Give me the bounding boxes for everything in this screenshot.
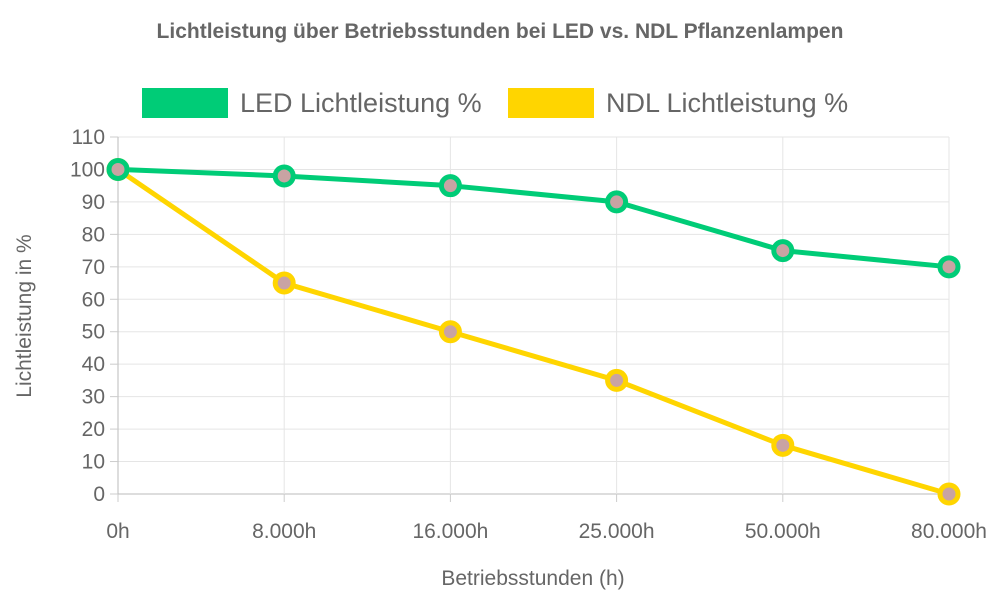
series-line-ndl xyxy=(115,166,952,497)
x-tick-label: 8.000h xyxy=(252,520,316,543)
x-tick-label: 50.000h xyxy=(745,520,821,543)
y-tick-label: 70 xyxy=(82,256,105,279)
data-point-led[interactable] xyxy=(771,239,795,263)
y-tick-label: 50 xyxy=(82,321,105,344)
x-tick-label: 80.000h xyxy=(911,520,987,543)
data-point-ndl[interactable] xyxy=(438,320,462,344)
data-point-led[interactable] xyxy=(605,190,629,214)
y-tick-label: 40 xyxy=(82,353,105,376)
grid xyxy=(117,136,950,495)
x-tick-label: 0h xyxy=(106,520,129,543)
legend-label-led: LED Lichtleistung % xyxy=(240,87,482,118)
y-tick-label: 80 xyxy=(82,223,105,246)
legend-item-led[interactable]: LED Lichtleistung % xyxy=(142,86,482,120)
x-tick-label: 16.000h xyxy=(412,520,488,543)
x-axis-title: Betriebsstunden (h) xyxy=(441,567,624,590)
y-tick-label: 60 xyxy=(82,288,105,311)
y-tick-label: 0 xyxy=(93,483,105,506)
data-point-led[interactable] xyxy=(272,164,296,188)
y-axis-title: Lichtleistung in % xyxy=(13,234,36,397)
data-point-ndl[interactable] xyxy=(272,271,296,295)
y-tick-label: 110 xyxy=(72,126,105,149)
legend-label-ndl: NDL Lichtleistung % xyxy=(606,87,849,118)
data-point-ndl[interactable] xyxy=(937,482,961,506)
axes: 0 10 20 30 40 50 60 70 80 90 100 110 0h 8.000h 16.000h… xyxy=(70,126,987,543)
legend-swatch-led xyxy=(142,88,228,118)
series xyxy=(106,157,961,506)
y-tick-label: 20 xyxy=(82,418,105,441)
data-point-led[interactable] xyxy=(438,174,462,198)
series-line-led xyxy=(115,166,952,270)
legend-swatch-ndl xyxy=(508,88,594,118)
y-tick-label: 30 xyxy=(82,386,105,409)
legend-item-ndl[interactable]: NDL Lichtleistung % xyxy=(508,86,848,120)
x-tick-label: 25.000h xyxy=(579,520,655,543)
chart-title: Lichtleistung über Betriebsstunden bei L… xyxy=(156,20,844,43)
y-tick-label: 100 xyxy=(70,158,105,181)
data-point-led[interactable] xyxy=(937,255,961,279)
y-tick-label: 90 xyxy=(82,191,105,214)
data-point-led[interactable] xyxy=(106,157,130,181)
data-point-ndl[interactable] xyxy=(605,368,629,392)
y-tick-label: 10 xyxy=(82,451,105,474)
data-point-ndl[interactable] xyxy=(771,433,795,457)
